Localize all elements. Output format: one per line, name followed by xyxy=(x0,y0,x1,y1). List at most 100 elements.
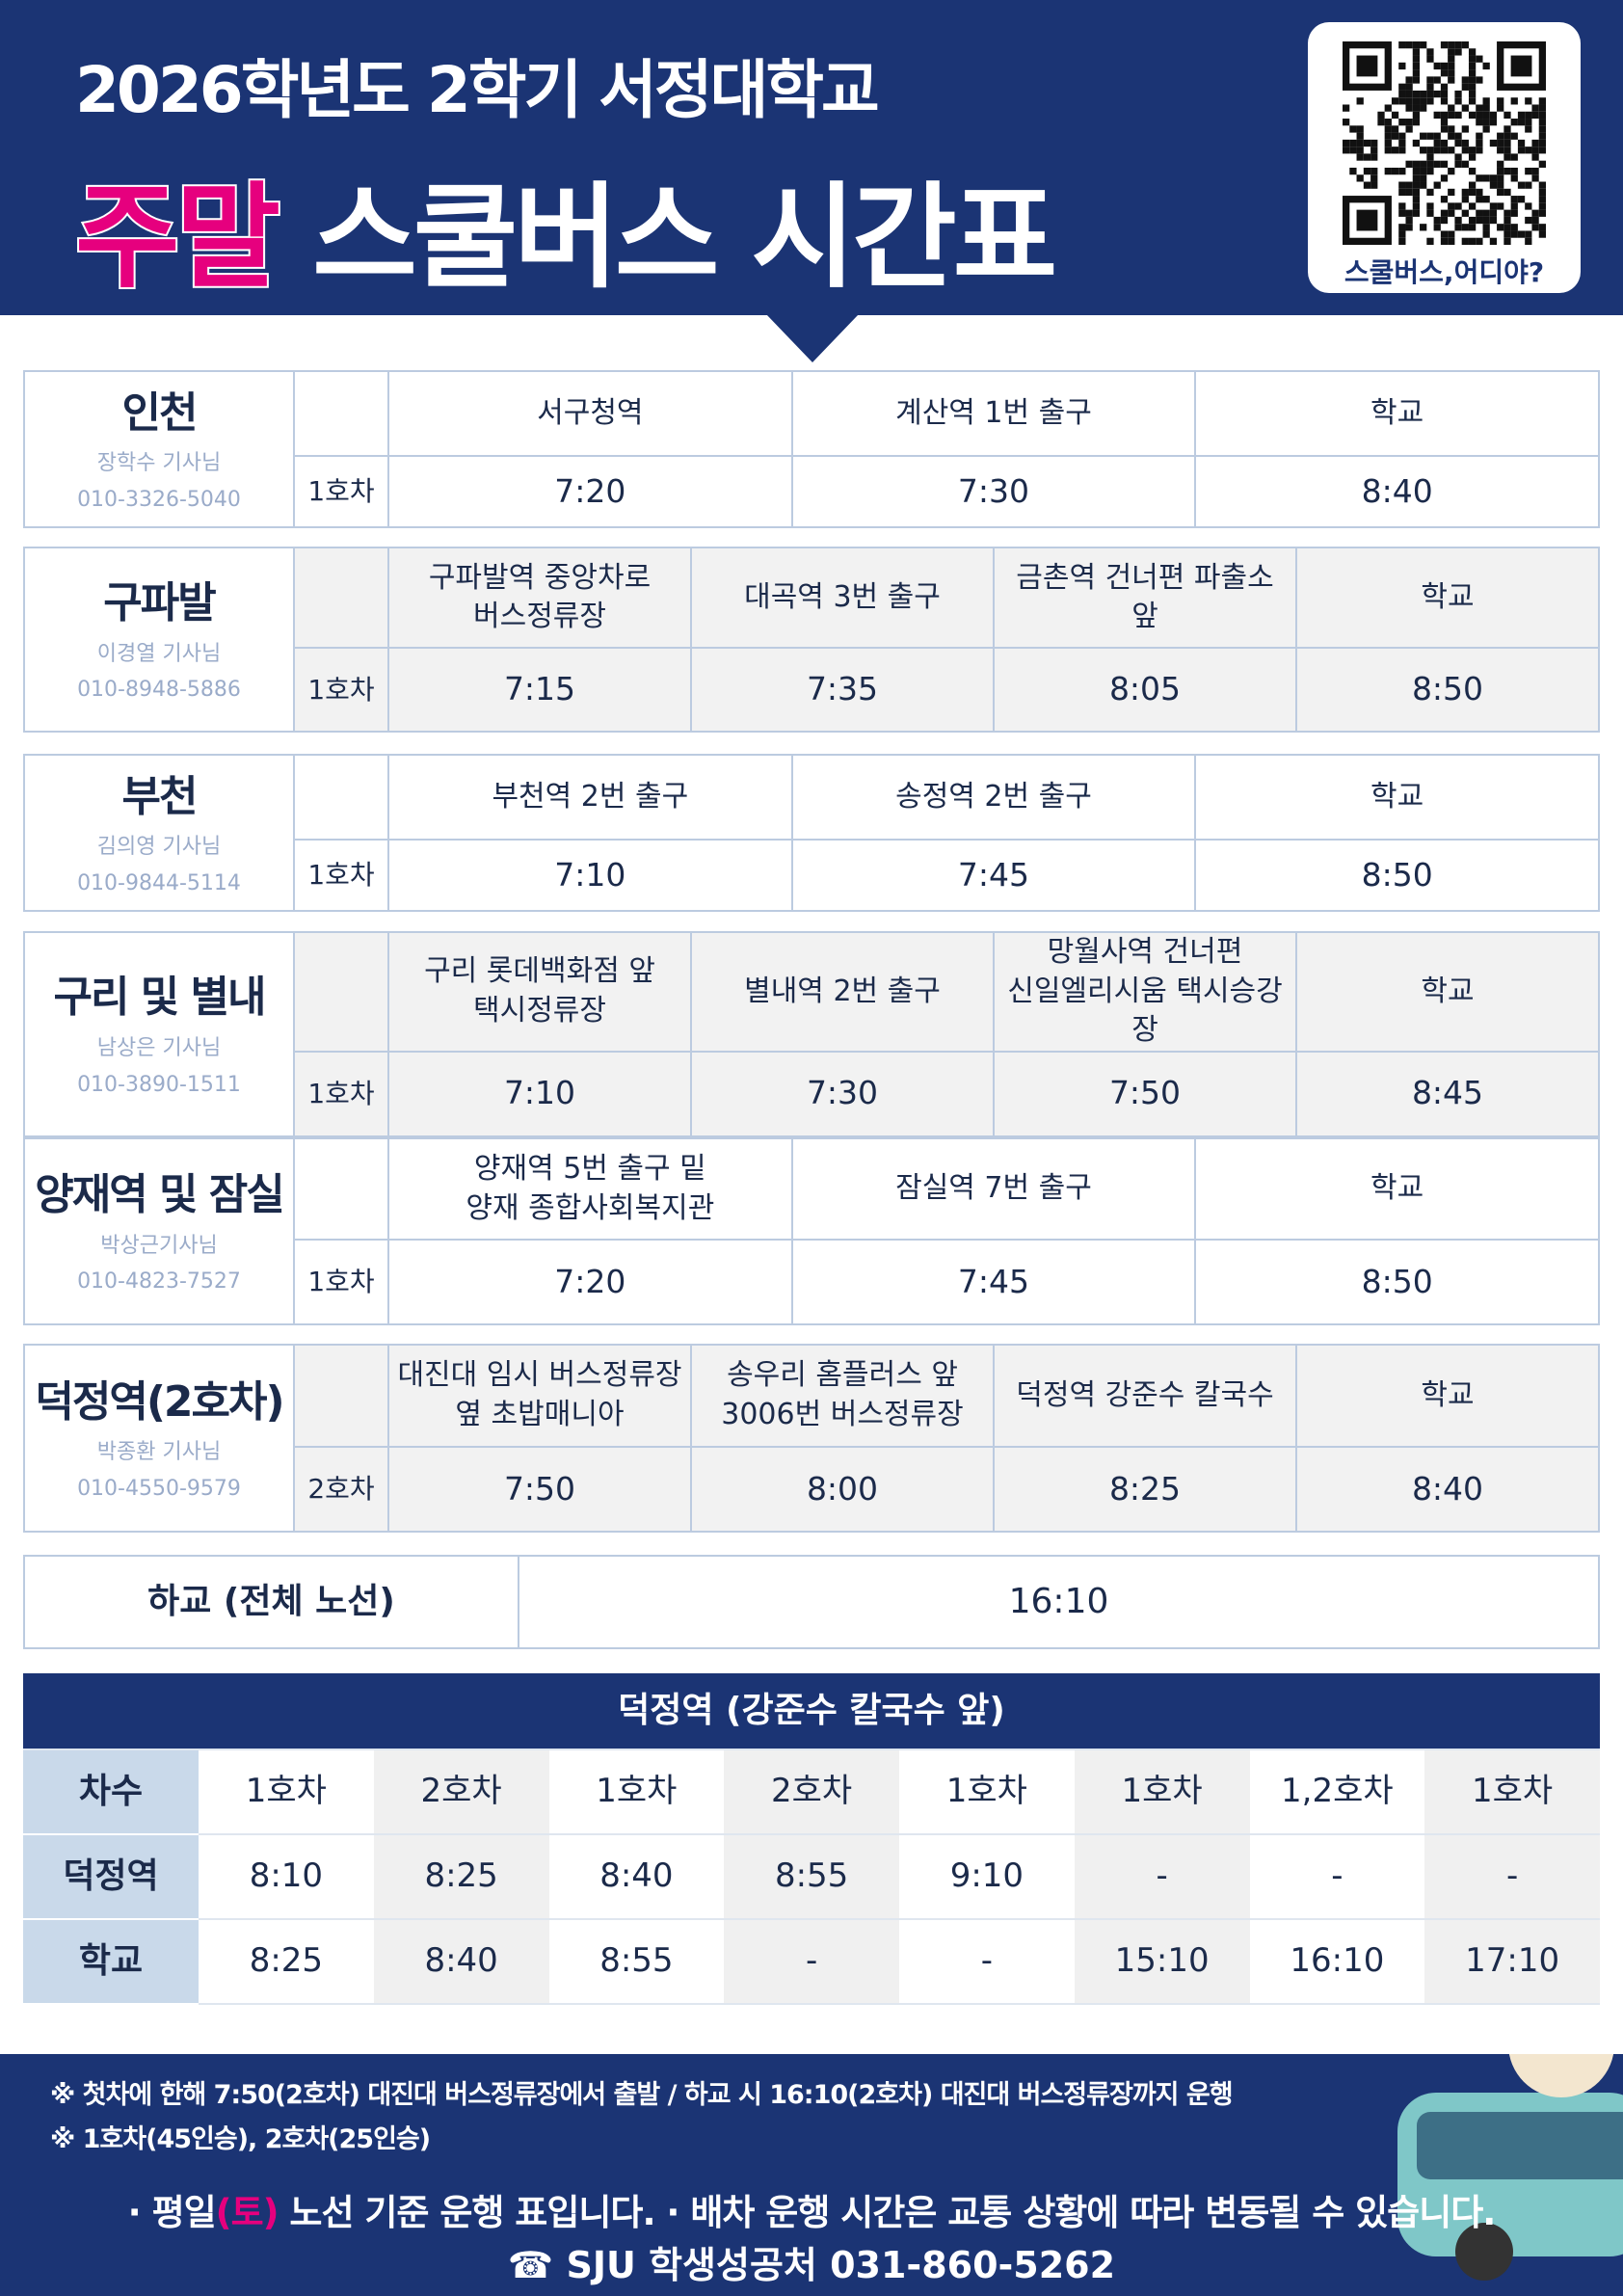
driver: 남상은 기사님 xyxy=(96,1035,222,1060)
qr-module xyxy=(1448,41,1455,49)
qr-module xyxy=(1440,90,1449,98)
qr-module xyxy=(1538,132,1546,140)
blank-cell xyxy=(293,1344,389,1448)
qr-module xyxy=(1476,216,1483,225)
qr-module xyxy=(1405,181,1413,189)
qr-module xyxy=(1356,55,1378,77)
stop-name: 양재역 5번 출구 밑 양재 종합사회복지관 xyxy=(387,1136,793,1241)
time: 7:30 xyxy=(790,455,1197,528)
qr-module xyxy=(1448,48,1455,56)
driver: 장학수 기사님 xyxy=(96,451,222,475)
qr-module xyxy=(1482,209,1490,217)
qr-module xyxy=(1497,147,1504,154)
qr-module xyxy=(1461,224,1469,231)
qr-module xyxy=(1412,55,1421,63)
qr-module xyxy=(1349,147,1357,154)
qr-module xyxy=(1454,202,1462,210)
qr-module xyxy=(1503,224,1511,231)
qr-module xyxy=(1525,237,1532,245)
qr-code[interactable] xyxy=(1343,41,1546,245)
qr-module xyxy=(1510,132,1518,140)
notice: · 평일(토) 노선 기준 운행 표입니다. · 배차 운행 시간은 교통 상황… xyxy=(0,2183,1623,2235)
qr-module xyxy=(1468,90,1477,98)
title-rest: 스쿨버스 시간표 xyxy=(312,171,1057,304)
qr-module xyxy=(1363,153,1371,161)
qr-module xyxy=(1426,153,1434,161)
qr-module xyxy=(1476,76,1483,84)
qr-module xyxy=(1482,230,1490,238)
qr-module xyxy=(1448,188,1455,197)
qr-module xyxy=(1426,83,1434,91)
qr-module xyxy=(1426,55,1434,63)
qr-module xyxy=(1426,76,1434,84)
qr-module xyxy=(1398,41,1406,49)
stop-name: 학교 xyxy=(1295,931,1600,1053)
qr-module xyxy=(1433,132,1441,140)
qr-module xyxy=(1538,209,1546,217)
qr-module xyxy=(1517,147,1526,154)
qr-module xyxy=(1398,132,1406,140)
qr-module xyxy=(1448,237,1455,245)
qr-module xyxy=(1426,147,1434,154)
route-name: 덕정역(2호차) xyxy=(35,1376,284,1427)
qr-module xyxy=(1398,83,1406,91)
qr-module xyxy=(1468,216,1477,225)
qr-module xyxy=(1468,188,1477,197)
qr-module xyxy=(1517,119,1526,126)
time: 8:00 xyxy=(690,1445,995,1534)
schedule-cell: 1,2호차 xyxy=(1249,1749,1425,1835)
deokjeong-table: 덕정역 (강준수 칼국수 앞) 차수 1호차 2호차 1호차 2호차 1호차 1호차 1,2호차… xyxy=(23,1673,1600,2005)
route-name: 구파발 xyxy=(103,578,216,628)
qr-module xyxy=(1433,181,1441,189)
qr-module xyxy=(1510,55,1532,77)
qr-module xyxy=(1412,76,1421,84)
qr-module xyxy=(1412,139,1421,147)
qr-module xyxy=(1503,209,1511,217)
driver: 박상근기사님 xyxy=(100,1233,218,1258)
qr-module xyxy=(1412,97,1421,105)
qr-module xyxy=(1440,196,1449,203)
qr-module xyxy=(1538,119,1546,126)
schedule-cell: 16:10 xyxy=(1249,1919,1425,2005)
qr-module xyxy=(1405,76,1413,84)
qr-module xyxy=(1454,132,1462,140)
qr-module xyxy=(1497,97,1504,105)
schedule-cell: - xyxy=(1249,1834,1425,1920)
qr-module xyxy=(1384,147,1392,154)
qr-module xyxy=(1384,104,1392,112)
qr-module xyxy=(1525,97,1532,105)
qr-module xyxy=(1440,216,1449,225)
schedule-cell: 2호차 xyxy=(724,1749,899,1835)
qr-module xyxy=(1468,153,1477,161)
qr-module xyxy=(1461,139,1469,147)
stop-name: 서구청역 xyxy=(387,369,793,458)
qr-module xyxy=(1398,119,1406,126)
qr-module xyxy=(1468,62,1477,70)
time: 8:40 xyxy=(1194,455,1600,528)
qr-module xyxy=(1448,230,1455,238)
qr-module xyxy=(1377,111,1385,120)
time: 7:30 xyxy=(690,1050,995,1137)
qr-module xyxy=(1454,153,1462,161)
qr-module xyxy=(1489,111,1498,120)
qr-module xyxy=(1503,188,1511,197)
stop-name: 망월사역 건너편 신일엘리시움 택시승강장 xyxy=(993,931,1297,1053)
qr-module xyxy=(1440,119,1449,126)
qr-module xyxy=(1440,97,1449,105)
qr-box[interactable]: 스쿨버스,어디야? xyxy=(1308,22,1581,293)
qr-module xyxy=(1525,216,1532,225)
stop-name: 송우리 홈플러스 앞 3006번 버스정류장 xyxy=(690,1344,995,1448)
qr-module xyxy=(1412,119,1421,126)
qr-module xyxy=(1356,97,1364,105)
footer: ※ 첫차에 한해 7:50(2호차) 대진대 버스정류장에서 출발 / 하교 시… xyxy=(0,2054,1623,2296)
qr-module xyxy=(1426,90,1434,98)
qr-module xyxy=(1461,196,1469,203)
qr-module xyxy=(1503,153,1511,161)
bus-wheel xyxy=(1455,2223,1513,2281)
route-name: 구리 및 별내 xyxy=(53,973,266,1023)
qr-module xyxy=(1503,167,1511,175)
time: 7:50 xyxy=(387,1445,692,1534)
stop-row: 구파발 이경열 기사님 010-8948-5886 구파발역 중앙차로 버스정류장 대곡… xyxy=(23,546,1600,733)
qr-module xyxy=(1370,147,1378,154)
